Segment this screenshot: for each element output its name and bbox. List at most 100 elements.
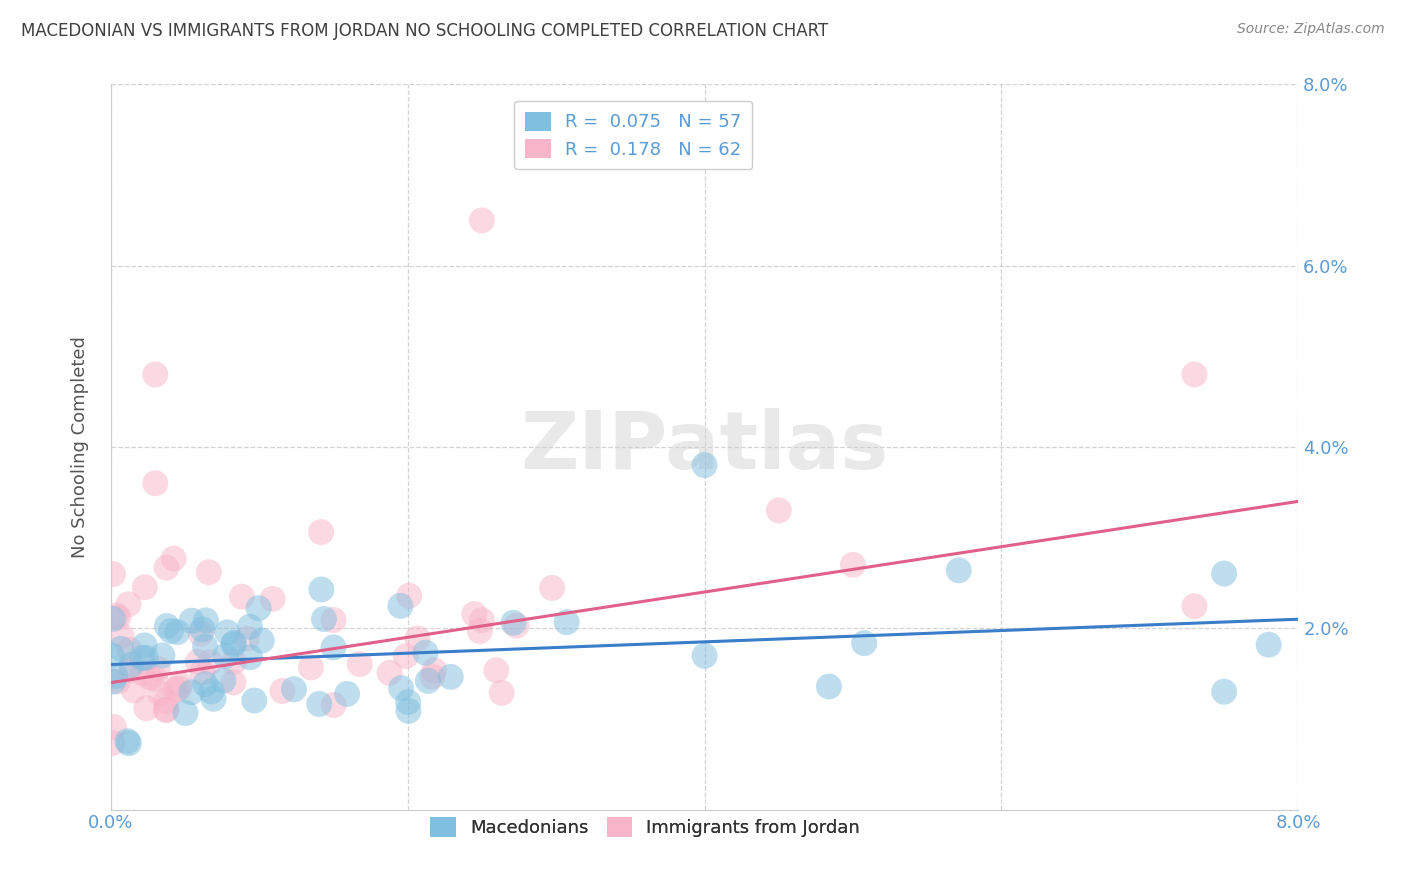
Point (1184, 368, 1206, 382)
Point (415, 646, 437, 660)
Point (202, 691, 225, 706)
Point (299, 660, 322, 674)
Point (165, 682, 187, 697)
Point (194, 614, 217, 628)
Point (174, 706, 197, 720)
Point (155, 560, 177, 574)
Point (212, 673, 235, 688)
Point (104, 669, 127, 683)
Y-axis label: No Schooling Completed: No Schooling Completed (72, 336, 89, 558)
Point (231, 590, 253, 604)
Point (768, 503, 790, 517)
Point (322, 640, 344, 655)
Point (222, 655, 245, 669)
Point (163, 551, 186, 566)
Point (122, 683, 145, 698)
Point (150, 648, 173, 663)
Point (191, 623, 214, 637)
Point (100, 648, 122, 663)
Point (243, 693, 266, 707)
Point (169, 677, 191, 691)
Point (167, 681, 190, 696)
Point (222, 675, 245, 690)
Point (541, 581, 564, 595)
Point (853, 636, 876, 650)
Point (349, 657, 371, 671)
Point (198, 565, 221, 579)
Point (247, 601, 270, 615)
Point (502, 615, 524, 630)
Point (143, 672, 166, 686)
Point (222, 638, 245, 652)
Point (134, 580, 156, 594)
Point (135, 650, 157, 665)
Point (389, 681, 412, 696)
Point (322, 613, 344, 627)
Point (101, 567, 124, 582)
Point (139, 670, 162, 684)
Point (468, 624, 491, 638)
Point (148, 686, 170, 700)
Point (194, 640, 217, 654)
Point (283, 682, 305, 697)
Point (396, 695, 419, 709)
Point (117, 734, 139, 748)
Point (222, 636, 245, 650)
Point (309, 525, 332, 540)
Point (103, 720, 125, 734)
Point (101, 736, 124, 750)
Point (471, 213, 494, 227)
Point (693, 648, 716, 663)
Point (155, 694, 177, 708)
Point (131, 666, 153, 681)
Text: Source: ZipAtlas.com: Source: ZipAtlas.com (1237, 22, 1385, 37)
Point (110, 641, 132, 656)
Point (143, 476, 166, 491)
Point (155, 703, 177, 717)
Point (1213, 566, 1236, 581)
Point (155, 703, 177, 717)
Point (239, 620, 262, 634)
Point (107, 674, 129, 689)
Point (131, 651, 153, 665)
Point (378, 665, 401, 680)
Point (336, 687, 359, 701)
Point (194, 677, 217, 691)
Point (117, 597, 139, 611)
Point (389, 599, 412, 613)
Point (322, 698, 344, 712)
Point (107, 610, 129, 624)
Point (818, 680, 841, 694)
Point (190, 627, 212, 641)
Point (239, 650, 262, 665)
Point (120, 663, 142, 677)
Point (312, 612, 335, 626)
Point (440, 670, 463, 684)
Point (485, 663, 508, 677)
Point (395, 649, 418, 664)
Point (180, 685, 202, 699)
Point (120, 657, 142, 672)
Point (398, 704, 420, 718)
Point (398, 589, 420, 603)
Point (1257, 638, 1279, 652)
Legend: Macedonians, Immigrants from Jordan: Macedonians, Immigrants from Jordan (419, 806, 870, 847)
Point (103, 674, 125, 689)
Point (271, 684, 294, 698)
Point (422, 669, 444, 683)
Point (134, 639, 156, 653)
Point (217, 625, 239, 640)
Point (198, 655, 221, 669)
Point (146, 662, 169, 676)
Point (118, 736, 141, 750)
Point (505, 618, 527, 632)
Point (191, 665, 214, 680)
Point (463, 607, 485, 621)
Point (156, 619, 179, 633)
Point (308, 697, 330, 711)
Point (693, 458, 716, 472)
Point (1213, 684, 1236, 698)
Point (1184, 599, 1206, 614)
Point (406, 632, 429, 646)
Point (235, 632, 257, 646)
